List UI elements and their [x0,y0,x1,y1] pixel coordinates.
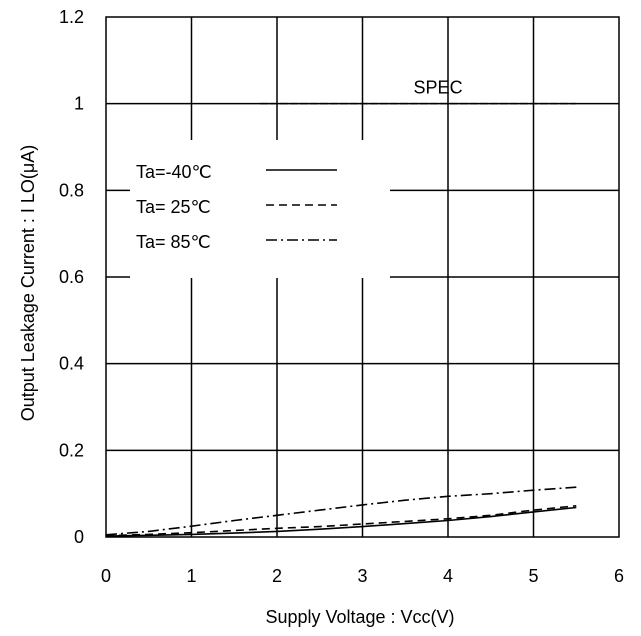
spec-label: SPEC [414,78,463,98]
y-tick-label: 0.6 [59,267,84,287]
series-line-1 [105,506,577,537]
x-tick-label: 3 [357,566,367,586]
y-tick-label: 0.4 [59,354,84,374]
tick-labels: 0 1 2 3 4 5 6 0 0.2 0.4 0.6 0.8 1 1.2 [59,7,624,586]
y-tick-label: 0.8 [59,180,84,200]
legend-label: Ta= 85℃ [136,232,211,252]
x-tick-label: 1 [186,566,196,586]
series-line-2 [105,505,577,537]
plot-frame [105,16,620,538]
y-axis-title: Output Leakage Current : I LO(μA) [18,145,38,422]
x-axis-title: Supply Voltage : Vcc(V) [265,607,454,627]
legend-box [130,140,390,278]
legend-label: Ta=-40℃ [136,162,212,182]
y-tick-label: 0.2 [59,440,84,460]
series-line-3 [105,486,577,536]
x-tick-label: 6 [614,566,624,586]
y-tick-label: 1.2 [59,7,84,27]
x-tick-label: 0 [101,566,111,586]
spec-annotation: SPEC [259,78,577,105]
x-tick-label: 5 [528,566,538,586]
legend-label: Ta= 25℃ [136,197,211,217]
y-tick-label: 0 [74,527,84,547]
series-lines [105,486,577,537]
legend: Ta=-40℃ Ta= 25℃ Ta= 85℃ [130,140,390,278]
y-tick-label: 1 [74,94,84,114]
x-tick-label: 4 [443,566,453,586]
x-tick-label: 2 [272,566,282,586]
